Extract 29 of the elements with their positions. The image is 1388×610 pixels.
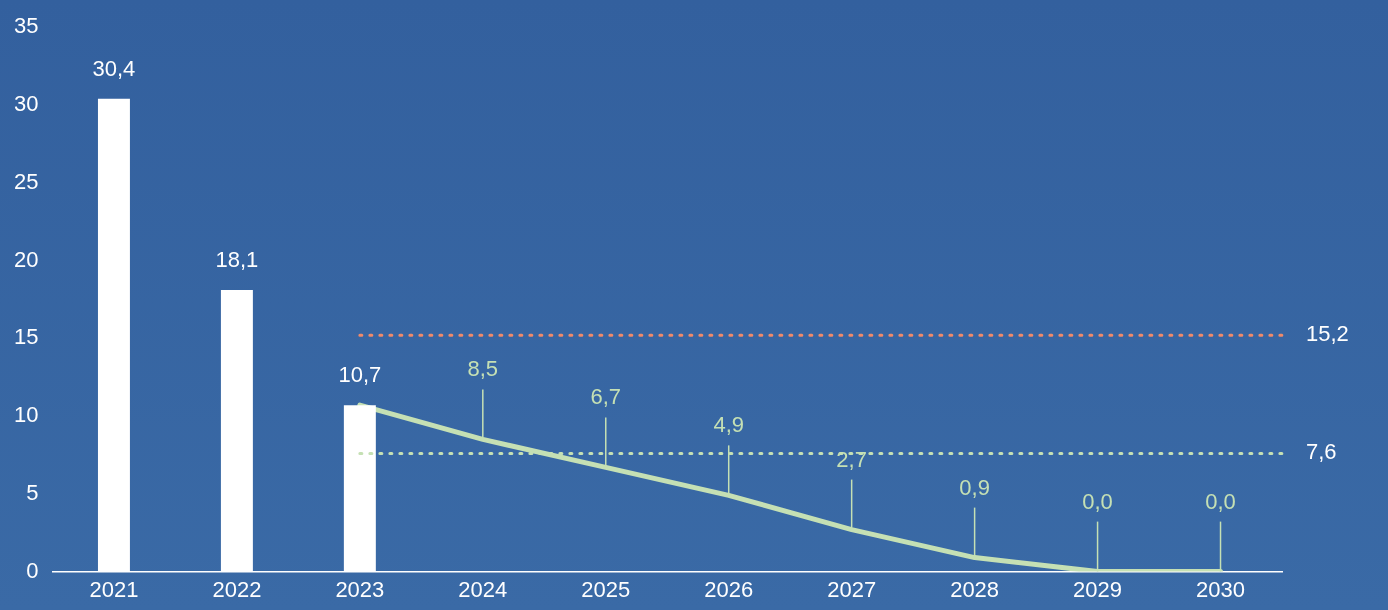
y-tick-label: 10 — [13, 402, 39, 428]
data-label: 0,9 — [959, 474, 990, 500]
data-label: 0,0 — [1205, 488, 1236, 514]
y-tick-label: 20 — [13, 246, 39, 272]
data-label: 4,9 — [713, 412, 745, 438]
ref-line-label: 15,2 — [1306, 321, 1349, 347]
y-tick-label: 25 — [13, 168, 39, 194]
x-tick-label: 2029 — [1073, 576, 1123, 602]
y-tick-label: 35 — [13, 13, 39, 39]
y-tick-label: 5 — [26, 479, 39, 505]
x-tick-label: 2026 — [704, 576, 754, 602]
data-label: 6,7 — [590, 384, 622, 410]
x-tick-label: 2023 — [335, 576, 385, 602]
data-label: 8,5 — [467, 356, 499, 382]
y-tick-label: 0 — [26, 557, 39, 583]
data-label: 18,1 — [215, 247, 259, 273]
x-tick-label: 2025 — [581, 576, 631, 602]
x-tick-label: 2024 — [458, 576, 508, 602]
y-tick-label: 30 — [13, 91, 39, 117]
x-tick-label: 2022 — [212, 576, 262, 602]
ref-line-label: 7,6 — [1306, 439, 1337, 465]
x-tick-label: 2021 — [89, 576, 139, 602]
x-tick-label: 2030 — [1196, 576, 1245, 602]
y-tick-label: 15 — [13, 324, 39, 350]
data-label: 30,4 — [92, 55, 136, 81]
x-tick-label: 2027 — [827, 576, 877, 602]
data-label: 10,7 — [338, 362, 382, 388]
x-tick-label: 2028 — [950, 576, 1000, 602]
data-label: 0,0 — [1082, 488, 1113, 514]
